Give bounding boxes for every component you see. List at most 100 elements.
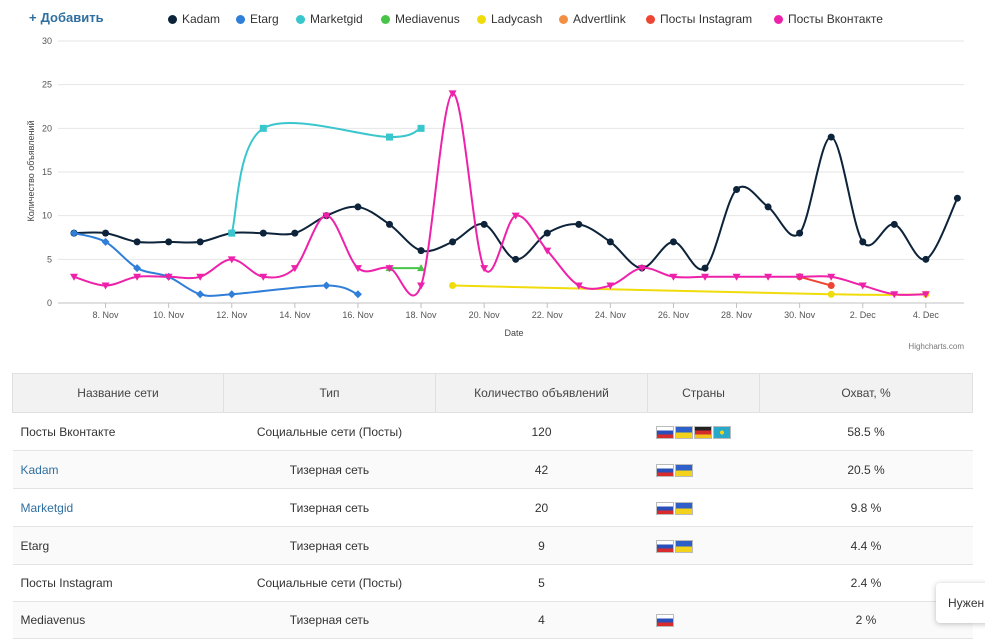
data-point bbox=[827, 133, 835, 141]
data-point bbox=[953, 194, 961, 202]
data-point bbox=[448, 90, 457, 98]
data-point bbox=[890, 291, 899, 299]
series-marketgid bbox=[228, 121, 425, 237]
data-point bbox=[227, 290, 236, 299]
legend-item-advertlink[interactable]: Advertlink bbox=[559, 10, 626, 28]
legend-item-marketgid[interactable]: Marketgid bbox=[296, 10, 363, 28]
column-header-name[interactable]: Название сети bbox=[12, 373, 224, 413]
data-point bbox=[164, 273, 173, 281]
help-popup-label: Нужен bbox=[948, 596, 985, 610]
column-header-count[interactable]: Количество объявлений bbox=[435, 373, 648, 413]
coverage: 4.4 % bbox=[759, 526, 973, 565]
legend-marker-icon bbox=[296, 15, 305, 24]
legend-item-kadam[interactable]: Kadam bbox=[168, 10, 220, 28]
x-axis: 8. Nov 10. Nov 12. Nov 14. Nov 16. Nov 18. No… bbox=[93, 303, 940, 320]
data-point bbox=[449, 282, 457, 290]
network-link-marketgid[interactable]: Marketgid bbox=[20, 500, 74, 515]
data-point bbox=[796, 229, 804, 237]
data-point bbox=[480, 265, 489, 273]
data-point bbox=[606, 238, 614, 246]
column-header-type[interactable]: Тип bbox=[223, 373, 436, 413]
help-popup[interactable]: Нужен bbox=[936, 583, 985, 623]
y-tick-label: 15 bbox=[42, 167, 52, 177]
add-button[interactable]: + Добавить bbox=[29, 10, 104, 25]
data-point bbox=[259, 124, 267, 132]
x-tick-label: 10. Nov bbox=[153, 310, 185, 320]
legend-marker-icon bbox=[477, 15, 486, 24]
data-point bbox=[543, 247, 552, 255]
x-tick-label: 18. Nov bbox=[406, 310, 438, 320]
legend-item-vkontakte[interactable]: Посты Вконтакте bbox=[774, 10, 883, 28]
data-point bbox=[764, 203, 772, 211]
data-point bbox=[102, 229, 110, 237]
data-point bbox=[890, 220, 898, 228]
ad-count: 5 bbox=[435, 564, 648, 602]
x-tick-label: 4. Dec bbox=[913, 310, 940, 320]
table-row: Marketgid Тизерная сеть 20 9.8 % bbox=[12, 488, 973, 527]
data-point bbox=[575, 220, 583, 228]
network-type: Тизерная сеть bbox=[223, 601, 436, 639]
y-axis-labels: 0 5 10 15 20 25 30 bbox=[42, 36, 52, 308]
data-point bbox=[101, 237, 110, 246]
network-type: Социальные сети (Посты) bbox=[223, 564, 436, 602]
x-tick-label: 12. Nov bbox=[216, 310, 248, 320]
networks-table: Название сети Тип Количество объявлений … bbox=[12, 373, 973, 639]
series-посты-вконтакте bbox=[70, 90, 930, 299]
data-point bbox=[512, 255, 520, 263]
legend-item-etarg[interactable]: Etarg bbox=[236, 10, 279, 28]
series-line bbox=[73, 232, 359, 297]
russia-flag-icon bbox=[655, 614, 674, 628]
legend-item-mediavenus[interactable]: Mediavenus bbox=[381, 10, 460, 28]
data-point bbox=[227, 256, 236, 264]
legend-marker-icon bbox=[646, 15, 655, 24]
legend-item-instagram[interactable]: Посты Instagram bbox=[646, 10, 752, 28]
data-point bbox=[921, 291, 930, 299]
x-tick-label: 24. Nov bbox=[595, 310, 627, 320]
column-header-coverage[interactable]: Охват, % bbox=[759, 373, 973, 413]
countries-cell bbox=[647, 601, 760, 639]
data-point bbox=[795, 273, 804, 281]
chart-grid bbox=[58, 40, 964, 304]
x-tick-label: 30. Nov bbox=[784, 310, 816, 320]
data-point bbox=[196, 238, 204, 246]
x-tick-label: 26. Nov bbox=[658, 310, 690, 320]
data-point bbox=[417, 264, 426, 272]
data-point bbox=[354, 203, 362, 211]
countries-cell bbox=[647, 564, 760, 602]
data-point bbox=[259, 273, 268, 281]
coverage: 20.5 % bbox=[759, 450, 973, 489]
plus-icon: + bbox=[29, 10, 37, 25]
chart-credits[interactable]: Highcharts.com bbox=[908, 342, 964, 351]
legend-marker-icon bbox=[168, 15, 177, 24]
network-link-kadam[interactable]: Kadam bbox=[20, 462, 59, 477]
legend-item-ladycash[interactable]: Ladycash bbox=[477, 10, 542, 28]
column-header-countries[interactable]: Страны bbox=[647, 373, 760, 413]
data-point bbox=[417, 124, 425, 132]
data-point bbox=[543, 229, 551, 237]
countries-cell bbox=[647, 526, 760, 565]
data-point bbox=[574, 282, 583, 290]
data-point bbox=[353, 265, 362, 273]
legend-marker-icon bbox=[774, 15, 783, 24]
data-point bbox=[858, 282, 867, 290]
data-point bbox=[165, 238, 173, 246]
series-kadam bbox=[70, 133, 961, 272]
coverage: 9.8 % bbox=[759, 488, 973, 527]
y-tick-label: 30 bbox=[42, 36, 52, 46]
countries-cell bbox=[647, 412, 760, 451]
ad-count: 120 bbox=[435, 412, 648, 451]
data-point bbox=[701, 264, 709, 272]
network-type: Тизерная сеть bbox=[223, 526, 436, 565]
data-point bbox=[228, 229, 236, 237]
data-point bbox=[669, 273, 678, 281]
russia-flag-icon bbox=[655, 425, 674, 439]
ukraine-flag-icon bbox=[674, 425, 693, 439]
table-row: Посты Instagram Социальные сети (Посты) … bbox=[12, 564, 973, 602]
russia-flag-icon bbox=[655, 463, 674, 477]
y-tick-label: 20 bbox=[42, 123, 52, 133]
x-tick-label: 28. Nov bbox=[721, 310, 753, 320]
ukraine-flag-icon bbox=[674, 539, 693, 553]
data-point bbox=[827, 290, 835, 298]
data-point bbox=[386, 220, 393, 228]
ukraine-flag-icon bbox=[674, 463, 693, 477]
